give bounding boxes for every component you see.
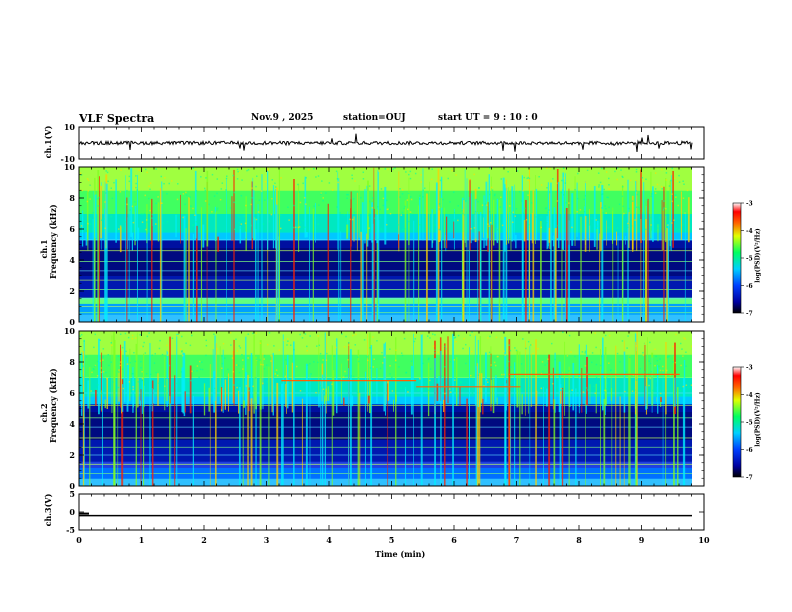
ch1-waveform <box>78 133 693 153</box>
colorbars: -3 -4 -5 -6 -7 -3 -4 -5 -6 -7 <box>732 201 753 482</box>
xtick-label: 10 <box>698 535 710 545</box>
ytick-label: 4 <box>69 255 75 265</box>
xtick-label: 7 <box>514 535 520 545</box>
colorbar1-label: log(PSD)(V²/Hz) <box>754 228 762 283</box>
ch3-waveform <box>79 512 692 517</box>
xtick-label: 0 <box>76 535 82 545</box>
colorbar-tick-label: -6 <box>746 447 753 454</box>
colorbar-tick-label: -4 <box>746 392 753 399</box>
ch2-freq-ylabel: ch.2 Frequency (kHz) <box>39 368 58 443</box>
ch3-voltage-ylabel: ch.3(V) <box>43 493 53 527</box>
colorbar-tick-label: -7 <box>746 475 753 482</box>
colorbar-tick-label: -3 <box>746 201 753 208</box>
panel-frame-4 <box>78 493 705 531</box>
ytick-label: -5 <box>66 525 75 535</box>
colorbar-tick-label: -3 <box>746 365 753 372</box>
xtick-label: 5 <box>389 535 395 545</box>
ch1-voltage-ylabel: ch.1(V) <box>43 125 53 159</box>
ytick-label: 2 <box>69 450 75 460</box>
ytick-label: 4 <box>69 419 75 429</box>
start-time-label: start UT = 9 : 10 : 0 <box>438 113 538 123</box>
ch1-frequency-label: Frequency (kHz) <box>48 204 58 279</box>
axes <box>78 126 705 531</box>
colorbar-tick-label: -6 <box>746 283 753 290</box>
colorbar-1 <box>732 202 742 314</box>
ytick-label: 8 <box>69 193 75 203</box>
colorbar-tick-label: -5 <box>746 256 753 263</box>
ch1-waveform-line <box>78 133 693 153</box>
chart-title: VLF Spectra <box>79 112 155 125</box>
ytick-label: 6 <box>69 388 75 398</box>
xtick-label: 3 <box>264 535 270 545</box>
xtick-label: 9 <box>639 535 645 545</box>
ytick-label: 2 <box>69 286 75 296</box>
colorbar-tick-label: -7 <box>746 311 753 318</box>
colorbar2-label: log(PSD)(V²/Hz) <box>754 392 762 447</box>
colorbar-tick-label: -4 <box>746 228 753 235</box>
colorbar-tick-label: -5 <box>746 420 753 427</box>
ytick-label: 10 <box>64 122 76 132</box>
ytick-label: 8 <box>69 357 75 367</box>
xtick-label: 6 <box>451 535 457 545</box>
ch1-spectrogram <box>79 167 704 323</box>
ytick-label: 0 <box>69 507 75 517</box>
ytick-label: 6 <box>69 224 75 234</box>
station-label: station=OUJ <box>343 113 406 123</box>
ytick-label: 5 <box>69 489 75 499</box>
ytick-label: -10 <box>61 154 76 164</box>
ytick-label: 10 <box>64 326 76 336</box>
ytick-label: 0 <box>69 481 75 491</box>
ch2-spectrogram <box>79 331 704 487</box>
date-label: Nov.9 , 2025 <box>251 113 314 123</box>
ch2-frequency-label: Frequency (kHz) <box>48 368 58 443</box>
time-xlabel: Time (min) <box>375 549 426 559</box>
xtick-label: 2 <box>201 535 207 545</box>
ytick-label: 0 <box>69 317 75 327</box>
xtick-label: 4 <box>326 535 332 545</box>
xtick-label: 8 <box>576 535 582 545</box>
ytick-label: 10 <box>64 162 76 172</box>
colorbar-2 <box>732 366 742 478</box>
ch1-freq-ylabel: ch.1 Frequency (kHz) <box>39 204 58 279</box>
xtick-label: 1 <box>139 535 145 545</box>
